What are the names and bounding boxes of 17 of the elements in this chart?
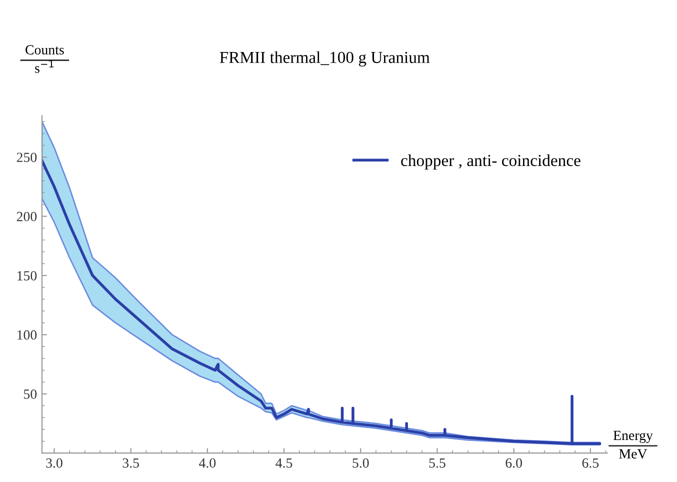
x-tick-label: 4.5 <box>276 458 292 468</box>
y-tick-label: 50 <box>24 389 37 399</box>
y-tick-label: 200 <box>16 212 37 222</box>
x-tick-label: 5.0 <box>352 458 369 468</box>
y-tick-label: 150 <box>18 271 37 280</box>
y-tick-label: 250 <box>16 152 37 162</box>
legend-label: chopper , anti- coincidence <box>401 154 580 170</box>
x-tick-label: 3.0 <box>46 458 62 468</box>
x-tick-label: 4.0 <box>199 458 216 468</box>
chart-title: FRMII thermal_100 g Uranium <box>220 51 430 66</box>
x-tick-label: 6.0 <box>506 458 522 468</box>
x-tick-label: 6.5 <box>582 458 599 468</box>
x-axis-title: Energy MeV <box>613 430 653 459</box>
y-tick-label: 100 <box>18 330 37 340</box>
x-tick-label: 3.5 <box>122 458 139 468</box>
x-tick-label: 5.5 <box>429 458 446 468</box>
y-axis-title: Counts s$^{−1}$ <box>26 45 64 73</box>
